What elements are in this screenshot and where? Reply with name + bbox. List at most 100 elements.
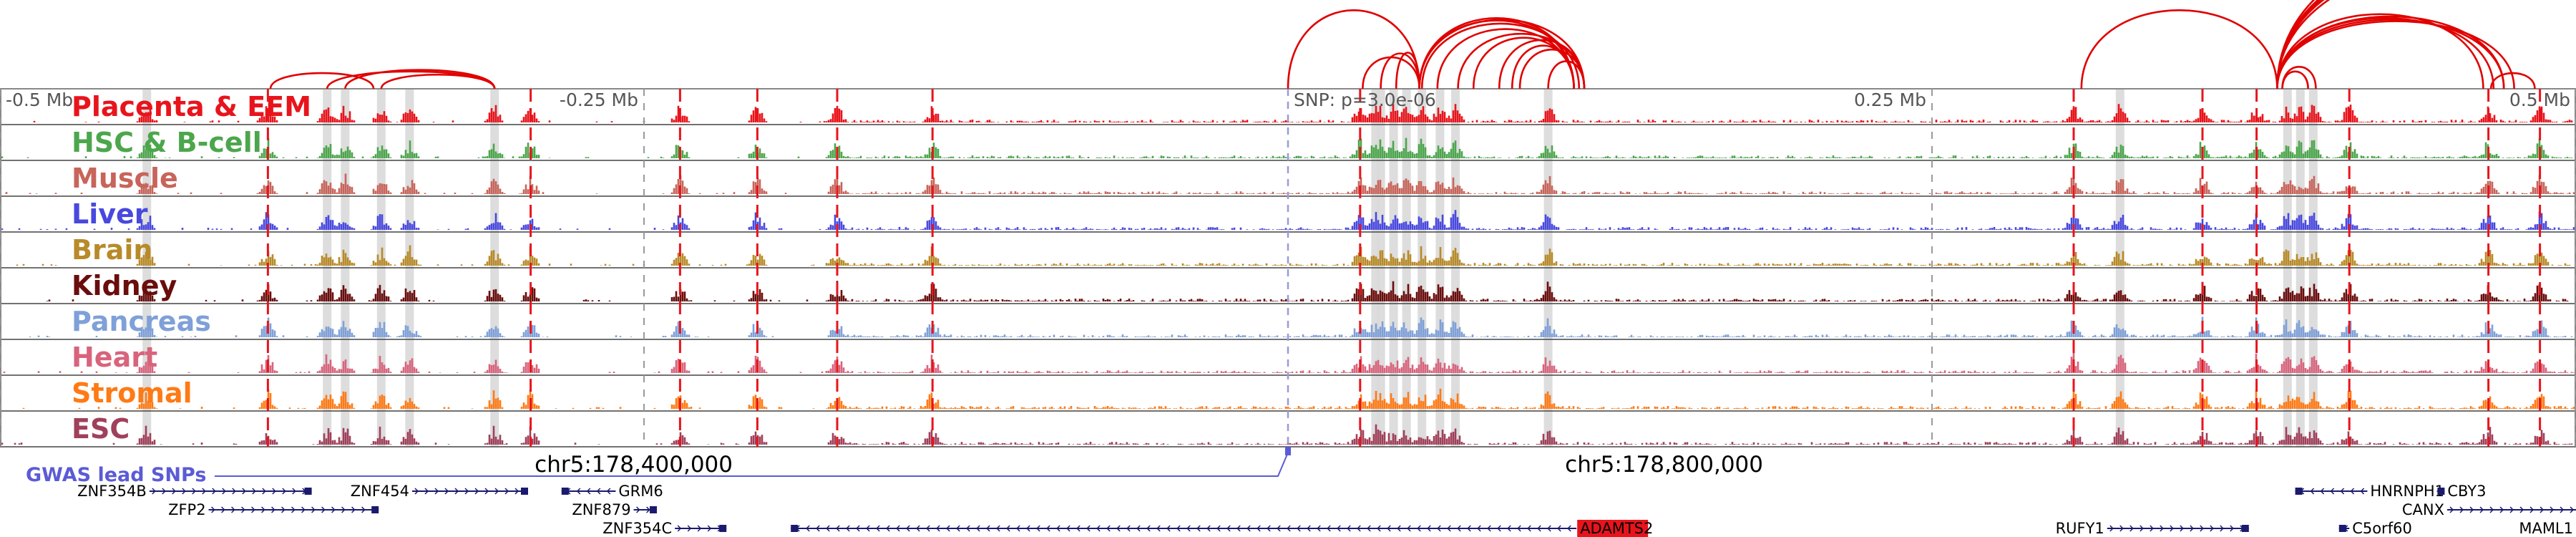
interaction-arc xyxy=(2276,15,2505,90)
strand-arrow xyxy=(1507,525,1511,532)
strand-arrow xyxy=(351,506,356,513)
strand-arrow xyxy=(2479,506,2484,513)
strand-arrow xyxy=(976,525,980,532)
strand-arrow xyxy=(281,506,286,513)
interaction-arc xyxy=(2276,0,2325,90)
strand-arrow xyxy=(1527,525,1531,532)
signal-track-1 xyxy=(1,137,2573,158)
strand-arrow xyxy=(1287,525,1291,532)
strand-arrow xyxy=(2200,525,2204,532)
strand-arrow xyxy=(677,525,682,532)
strand-arrow xyxy=(2210,525,2214,532)
axis-tick-label: -0.25 Mb xyxy=(560,90,638,110)
strand-arrow xyxy=(896,525,900,532)
interaction-arc xyxy=(1511,44,1575,90)
track-label-liver: Liver xyxy=(72,198,148,230)
strand-arrow xyxy=(2320,488,2325,495)
strand-arrow xyxy=(271,506,275,513)
strand-arrow xyxy=(806,525,810,532)
strand-arrow xyxy=(2109,525,2114,532)
track-label-esc: ESC xyxy=(72,413,130,445)
strand-arrow xyxy=(2170,525,2174,532)
strand-arrow xyxy=(242,488,246,495)
gene-exon xyxy=(719,525,727,532)
strand-arrow xyxy=(816,525,820,532)
interaction-arc xyxy=(2276,0,2322,90)
strand-arrow xyxy=(474,488,479,495)
strand-arrow xyxy=(996,525,1000,532)
strand-arrow xyxy=(1497,525,1501,532)
strand-arrow xyxy=(2560,506,2565,513)
strand-arrow xyxy=(1156,525,1161,532)
strand-arrow xyxy=(211,506,215,513)
strand-arrow xyxy=(2119,525,2124,532)
strand-arrow xyxy=(1176,525,1181,532)
strand-arrow xyxy=(846,525,850,532)
gene-label: ADAMTS2 xyxy=(1580,520,1653,537)
strand-arrow xyxy=(514,488,519,495)
track-label-hsc: HSC & B-cell xyxy=(72,127,262,158)
strand-arrow xyxy=(414,488,419,495)
strand-arrow xyxy=(956,525,960,532)
strand-arrow xyxy=(321,506,326,513)
interaction-arc xyxy=(2080,9,2278,90)
genomic-coordinate-label: chr5:178,800,000 xyxy=(1565,452,1763,478)
interaction-arc xyxy=(2276,0,2316,90)
axis-tick-label: 0.25 Mb xyxy=(1854,90,1926,110)
strand-arrow xyxy=(494,488,499,495)
strand-arrow xyxy=(2150,525,2154,532)
strand-arrow xyxy=(361,506,366,513)
gwas-lead-snps-label: GWAS lead SNPs xyxy=(26,464,206,486)
snp-pvalue-label: SNP: p=3.0e-06 xyxy=(1294,90,1436,110)
strand-arrow xyxy=(212,488,216,495)
strand-arrow xyxy=(231,506,235,513)
gene-label: ZNF354B xyxy=(77,483,147,500)
strand-arrow xyxy=(856,525,860,532)
gene-label: RUFY1 xyxy=(2056,520,2104,537)
interaction-arc xyxy=(1395,52,1420,90)
strand-arrow xyxy=(926,525,930,532)
gene-exon xyxy=(304,488,312,495)
strand-arrow xyxy=(1487,525,1491,532)
interaction-arc xyxy=(1362,57,1420,90)
strand-arrow xyxy=(2550,506,2555,513)
strand-arrow xyxy=(282,488,286,495)
strand-arrow xyxy=(1397,525,1401,532)
strand-arrow xyxy=(1307,525,1311,532)
strand-arrow xyxy=(1407,525,1411,532)
strand-arrow xyxy=(1116,525,1121,532)
signal-track-7 xyxy=(3,352,2575,373)
strand-arrow xyxy=(331,506,336,513)
strand-arrow xyxy=(152,488,156,495)
gene-label: ZNF454 xyxy=(351,483,409,500)
strand-arrow xyxy=(222,488,226,495)
gene-track: ZNF354B ZNF454 GRM6 ZFP2 ZNF879 ZNF354C ADAMTS… xyxy=(77,483,2576,537)
strand-arrow xyxy=(1267,525,1271,532)
strand-arrow xyxy=(2469,506,2474,513)
strand-arrow xyxy=(606,488,611,495)
track-label-muscle: Muscle xyxy=(72,163,178,194)
strand-arrow xyxy=(586,488,591,495)
gene-highlight-box xyxy=(1577,520,1649,537)
interaction-arc xyxy=(344,69,496,90)
strand-arrow xyxy=(1557,525,1561,532)
strand-arrow xyxy=(966,525,970,532)
interaction-arc xyxy=(2489,72,2536,90)
interaction-arcs xyxy=(269,0,2536,90)
interaction-arc xyxy=(1418,19,1575,90)
strand-arrow xyxy=(1277,525,1281,532)
strand-arrow xyxy=(464,488,469,495)
enhancer-lines xyxy=(266,89,2542,447)
strand-arrow xyxy=(1467,525,1471,532)
strand-arrow xyxy=(1026,525,1030,532)
interaction-arc xyxy=(2276,16,2495,90)
gwas-connector-line xyxy=(215,452,1289,477)
gene-exon xyxy=(561,488,569,495)
gene-exon xyxy=(2295,488,2303,495)
interaction-arc xyxy=(2276,0,2331,90)
strand-arrow xyxy=(221,506,225,513)
strand-arrow xyxy=(1136,525,1141,532)
signal-tracks xyxy=(0,104,2575,445)
gene-exon xyxy=(2241,525,2249,532)
strand-arrow xyxy=(1327,525,1331,532)
